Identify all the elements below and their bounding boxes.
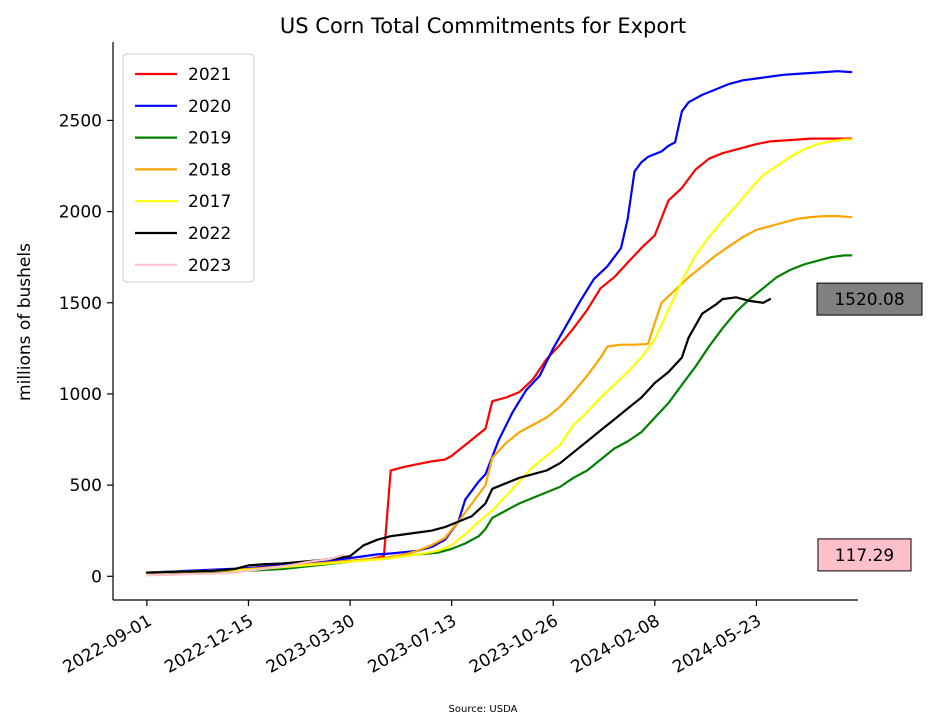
- series-line-2017: [145, 138, 853, 574]
- legend: 2021 2020 2019 2018 2017 2022 2023: [122, 53, 255, 283]
- value-annotation-label: 117.29: [835, 546, 894, 566]
- y-tick-label: 2000: [59, 203, 102, 223]
- legend-label-2017: 2017: [188, 192, 231, 212]
- legend-label-2019: 2019: [188, 129, 231, 149]
- y-tick-label: 500: [70, 476, 102, 496]
- legend-frame: [122, 53, 255, 283]
- x-tick-label: 2023-07-13: [365, 611, 461, 678]
- x-tick-label: 2022-09-01: [60, 611, 156, 678]
- x-tick-label: 2024-02-08: [568, 611, 664, 678]
- legend-label-2018: 2018: [188, 160, 231, 180]
- x-tick-label: 2023-10-26: [466, 611, 562, 678]
- series-line-2019: [145, 254, 853, 574]
- y-tick-label: 1500: [59, 294, 102, 314]
- legend-label-2021: 2021: [188, 65, 231, 85]
- legend-label-2023: 2023: [188, 256, 231, 276]
- y-axis-label: millions of bushels: [15, 243, 35, 401]
- value-annotation-label: 1520.08: [834, 290, 904, 310]
- source-note: Source: USDA: [449, 704, 518, 715]
- legend-label-2022: 2022: [188, 224, 231, 244]
- series-line-2023: [145, 553, 345, 577]
- series-line-2022: [145, 296, 772, 574]
- y-ticks: 0 500 1000 1500 2000 2500: [59, 111, 113, 587]
- value-annotation-box: [817, 538, 912, 572]
- series-line-2021: [145, 137, 853, 574]
- value-annotation-box: [816, 282, 923, 316]
- x-tick-label: 2023-03-30: [263, 611, 359, 678]
- series-line-2018: [145, 215, 853, 574]
- plot-lines: [145, 70, 853, 577]
- y-tick-label: 2500: [59, 111, 102, 131]
- x-ticks: 2022-09-01 2022-12-15 2023-03-30 2023-07-13…: [60, 600, 765, 678]
- y-tick-label: 1000: [59, 385, 102, 405]
- chart-title: US Corn Total Commitments for Export: [280, 14, 686, 38]
- series-line-2020: [145, 70, 853, 574]
- annotations: 1520.08 117.29: [816, 282, 923, 572]
- x-tick-label: 2024-05-23: [669, 611, 765, 678]
- x-tick-label: 2022-12-15: [161, 611, 257, 678]
- legend-label-2020: 2020: [188, 97, 231, 117]
- y-tick-label: 0: [91, 567, 102, 587]
